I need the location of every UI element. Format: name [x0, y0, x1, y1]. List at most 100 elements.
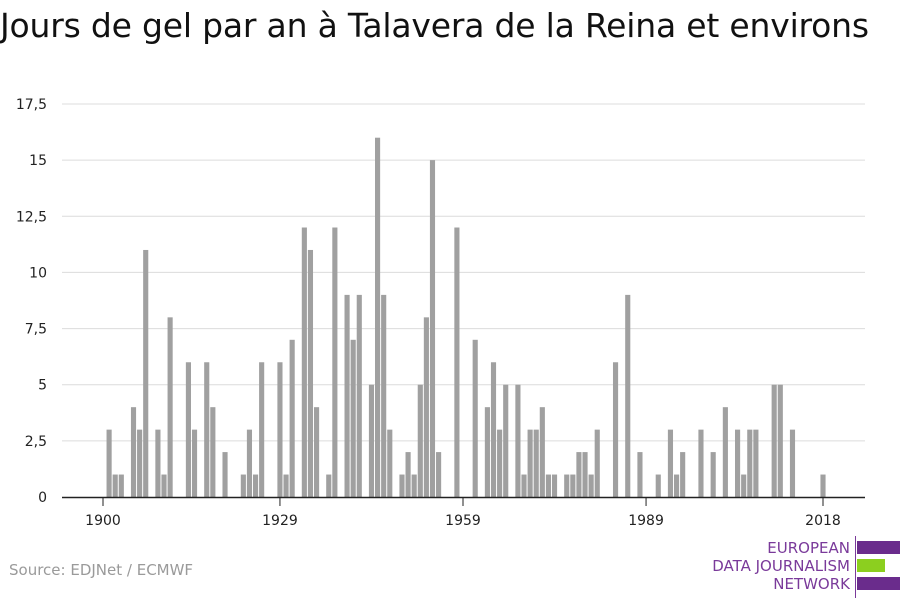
bar: [155, 429, 161, 497]
bar: [588, 474, 594, 497]
logo-text-network: NETWORK: [773, 575, 850, 593]
bar: [533, 429, 539, 497]
logo-bar-purple-bottom: [857, 577, 900, 590]
bar: [667, 429, 674, 497]
bar: [503, 384, 509, 497]
bar: [204, 362, 210, 497]
chart-title: Jours de gel par an à Talavera de la Rei…: [0, 6, 869, 45]
x-tick-label: 2018: [805, 513, 841, 529]
bar: [143, 249, 149, 497]
bar: [741, 474, 747, 497]
bar: [436, 452, 442, 497]
bar: [582, 452, 588, 497]
bar: [747, 429, 753, 497]
logo-bar-purple-top: [857, 541, 900, 554]
bar: [545, 474, 551, 497]
bar: [570, 474, 576, 497]
bar: [527, 429, 533, 497]
bar: [777, 384, 783, 497]
bar: [429, 160, 436, 497]
logo-text-data-journalism: DATA JOURNALISM: [712, 557, 850, 575]
bar: [417, 384, 423, 497]
bar: [753, 429, 759, 497]
bar: [137, 429, 143, 497]
bar: [191, 429, 198, 497]
bar: [594, 429, 600, 497]
bar: [521, 474, 527, 497]
bar: [332, 227, 338, 497]
logo-bar-green: [857, 559, 885, 572]
x-tick-label: 1929: [262, 513, 298, 529]
logo-text-european: EUROPEAN: [767, 539, 850, 557]
y-tick-label: 17,5: [16, 97, 47, 113]
bar: [259, 362, 265, 497]
bar: [405, 452, 411, 497]
bar: [252, 474, 259, 497]
x-tick-label: 1900: [85, 513, 121, 529]
bar: [423, 317, 429, 497]
bar: [698, 429, 704, 497]
bar: [564, 474, 570, 497]
bar: [539, 407, 545, 497]
bar: [368, 384, 375, 497]
bar: [735, 429, 741, 497]
bar: [674, 474, 680, 497]
bar: [112, 474, 118, 497]
bar: [576, 452, 582, 497]
bar: [497, 429, 503, 497]
bar: [167, 317, 173, 497]
bar: [326, 474, 332, 497]
bar: [454, 227, 460, 497]
bar: [161, 474, 167, 497]
bar: [344, 294, 350, 497]
bar: [301, 227, 307, 497]
bar: [680, 452, 686, 497]
bar: [551, 474, 558, 497]
x-tick-label: 1959: [445, 513, 481, 529]
bar: [185, 362, 191, 497]
bar: [314, 407, 320, 497]
bar: [612, 362, 619, 497]
bar: [399, 474, 405, 497]
bar: [820, 474, 826, 497]
bar: [106, 429, 112, 497]
bar: [277, 362, 283, 497]
bar: [411, 474, 417, 497]
bar: [289, 339, 295, 497]
bar: [484, 407, 490, 497]
source-note[interactable]: Source: EDJNet / ECMWF: [9, 561, 194, 579]
y-tick-label: 15: [29, 153, 47, 169]
y-tick-label: 7,5: [25, 322, 47, 338]
bar: [381, 294, 387, 497]
bar: [637, 452, 643, 497]
bar: [130, 407, 137, 497]
logo-divider: [855, 536, 856, 598]
bar: [307, 249, 314, 497]
bar: [472, 339, 478, 497]
bar: [722, 407, 728, 497]
bar: [118, 474, 124, 497]
y-tick-label: 10: [29, 265, 47, 281]
bar: [246, 429, 253, 497]
edjnet-logo[interactable]: EUROPEAN DATA JOURNALISM NETWORK: [700, 536, 900, 600]
bar: [789, 429, 796, 497]
bar: [771, 384, 777, 497]
bar: [515, 384, 521, 497]
bar: [625, 294, 631, 497]
y-tick-label: 12,5: [16, 209, 47, 225]
bar: [387, 429, 393, 497]
bar: [350, 339, 356, 497]
bar: [240, 474, 246, 497]
y-tick-label: 0: [38, 490, 47, 506]
bar: [710, 452, 716, 497]
bar: [222, 452, 228, 497]
bar: [356, 294, 362, 497]
bar: [210, 407, 216, 497]
bar: [375, 137, 381, 497]
y-tick-label: 2,5: [25, 434, 47, 450]
x-tick-label: 1989: [628, 513, 664, 529]
bar: [283, 474, 289, 497]
bar: [655, 474, 661, 497]
y-tick-label: 5: [38, 378, 47, 394]
